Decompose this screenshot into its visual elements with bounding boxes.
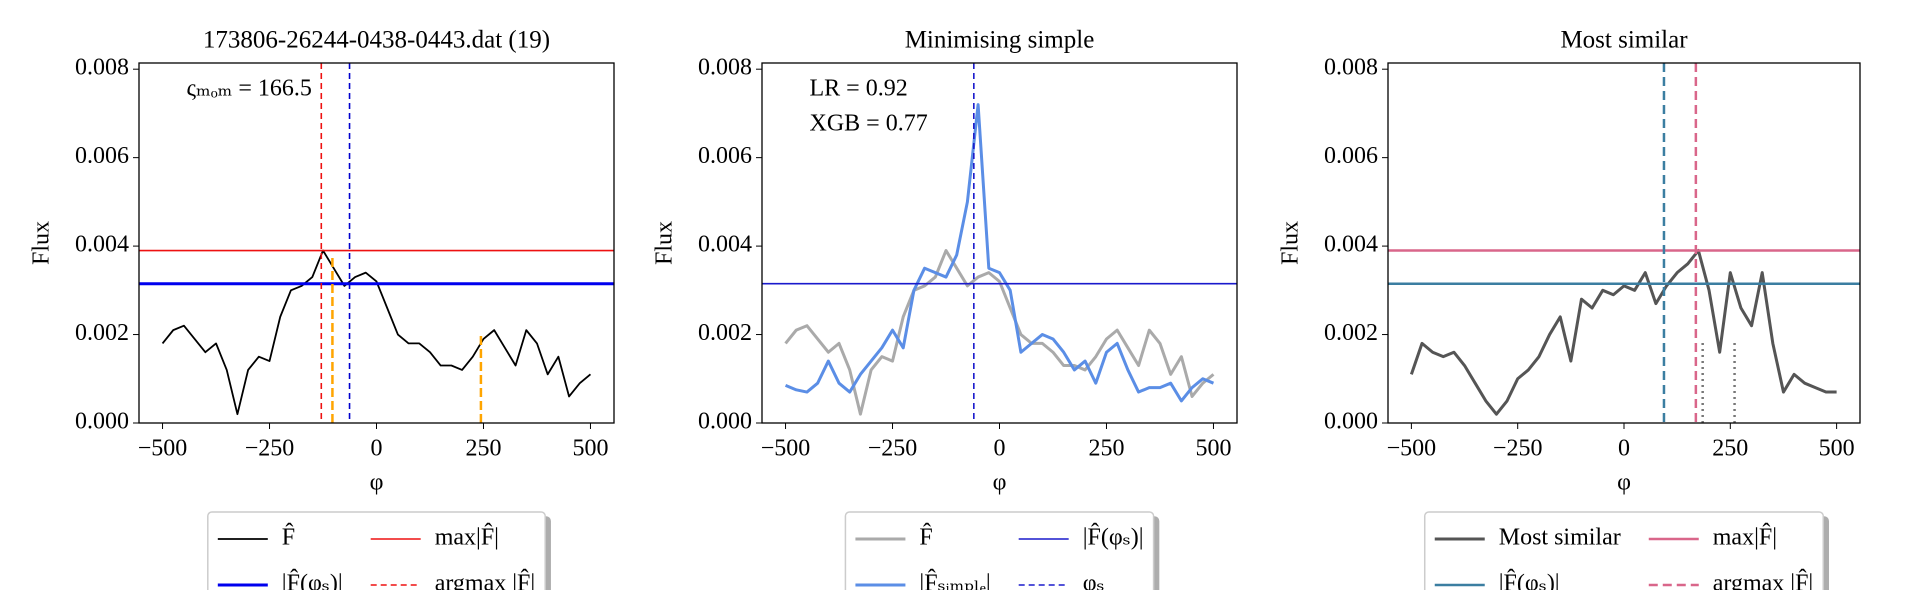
y-tick-label: 0.004 bbox=[1324, 232, 1378, 258]
y-tick-label: 0.008 bbox=[1324, 55, 1378, 81]
data-line bbox=[784, 249, 1215, 416]
legend-label: Most similar bbox=[1499, 525, 1621, 551]
legend-label: F̂ bbox=[919, 523, 932, 551]
annotation: LR = 0.92 bbox=[810, 76, 908, 102]
y-axis-label: Flux bbox=[29, 221, 55, 265]
legend-label: |F̂(φₛ)| bbox=[1083, 523, 1144, 551]
y-tick-label: 0.008 bbox=[698, 55, 752, 81]
legend-box bbox=[207, 511, 546, 590]
y-tick-label: 0.006 bbox=[1324, 143, 1378, 169]
x-tick-label: −500 bbox=[761, 436, 811, 462]
legend: F̂ |F̂ₛᵢₘₚₗₑ| |F̂(φₛ)| φₛ bbox=[844, 511, 1155, 590]
x-axis-label: φ bbox=[370, 470, 384, 496]
y-axis-label: Flux bbox=[1278, 221, 1304, 265]
legend-label: φₛ bbox=[1083, 571, 1105, 590]
y-tick-label: 0.000 bbox=[75, 409, 129, 435]
legend-label: |F̂(φₛ)| bbox=[1499, 569, 1560, 590]
x-tick-label: 0 bbox=[994, 436, 1006, 462]
x-tick-label: 250 bbox=[1088, 436, 1124, 462]
legend-label: F̂ bbox=[282, 523, 295, 551]
plot-area bbox=[1388, 63, 1860, 423]
annotation: XGB = 0.77 bbox=[810, 111, 928, 137]
data-line bbox=[784, 103, 1215, 403]
y-tick-label: 0.000 bbox=[1324, 409, 1378, 435]
x-tick-label: 500 bbox=[572, 436, 608, 462]
plot-area bbox=[762, 63, 1237, 423]
legend-box bbox=[844, 511, 1155, 590]
chart-title: 173806-26244-0438-0443.dat (19) bbox=[203, 27, 550, 54]
subplot: Most similar φ Flux −500 −250 0 250 500 0.000 0.0… bbox=[1278, 27, 1861, 590]
x-tick-label: 500 bbox=[1195, 436, 1231, 462]
x-tick-label: 0 bbox=[371, 436, 383, 462]
x-tick-label: −250 bbox=[1493, 436, 1543, 462]
legend-box bbox=[1423, 511, 1825, 590]
x-tick-label: −250 bbox=[868, 436, 918, 462]
x-tick-label: 250 bbox=[465, 436, 501, 462]
x-tick-label: 500 bbox=[1819, 436, 1855, 462]
data-line bbox=[1409, 249, 1837, 416]
subplot: Minimising simple φ Flux −500 −250 0 250 500 0.0… bbox=[652, 27, 1238, 590]
y-tick-label: 0.004 bbox=[75, 232, 129, 258]
x-tick-label: 0 bbox=[1618, 436, 1630, 462]
y-tick-label: 0.000 bbox=[698, 409, 752, 435]
legend: Most similar |F̂(φₛ)| max|F̂| argmax |F̂| bbox=[1423, 511, 1825, 590]
y-tick-label: 0.002 bbox=[698, 320, 752, 346]
data-line bbox=[161, 249, 592, 416]
legend-label: |F̂(φₛ)| bbox=[282, 569, 343, 590]
chart-title: Minimising simple bbox=[905, 27, 1095, 54]
y-tick-label: 0.006 bbox=[698, 143, 752, 169]
legend-label: |F̂ₛᵢₘₚₗₑ| bbox=[919, 569, 990, 590]
chart-title: Most similar bbox=[1560, 27, 1688, 54]
x-tick-label: −500 bbox=[1387, 436, 1437, 462]
x-axis-label: φ bbox=[1617, 470, 1631, 496]
legend-label: max|F̂| bbox=[435, 523, 499, 551]
y-tick-label: 0.004 bbox=[698, 232, 752, 258]
legend-label: argmax |F̂| bbox=[435, 569, 536, 590]
x-tick-label: 250 bbox=[1712, 436, 1748, 462]
axes-frame bbox=[761, 62, 1238, 424]
y-tick-label: 0.006 bbox=[75, 143, 129, 169]
axes-frame bbox=[138, 62, 615, 424]
y-tick-label: 0.002 bbox=[75, 320, 129, 346]
annotation: ςₘₒₘ = 166.5 bbox=[187, 76, 312, 102]
legend-label: argmax |F̂| bbox=[1713, 569, 1814, 590]
y-tick-label: 0.002 bbox=[1324, 320, 1378, 346]
x-tick-label: −250 bbox=[245, 436, 295, 462]
axes-frame bbox=[1387, 62, 1861, 424]
x-tick-label: −500 bbox=[138, 436, 188, 462]
subplot: 173806-26244-0438-0443.dat (19) φ Flux −500… bbox=[29, 27, 615, 590]
x-axis-label: φ bbox=[993, 470, 1007, 496]
y-axis-label: Flux bbox=[652, 221, 678, 265]
y-tick-label: 0.008 bbox=[75, 55, 129, 81]
plot-area bbox=[139, 63, 614, 423]
legend-label: max|F̂| bbox=[1713, 523, 1777, 551]
legend: F̂ |F̂(φₛ)| max|F̂| argmax |F̂| bbox=[207, 511, 546, 590]
